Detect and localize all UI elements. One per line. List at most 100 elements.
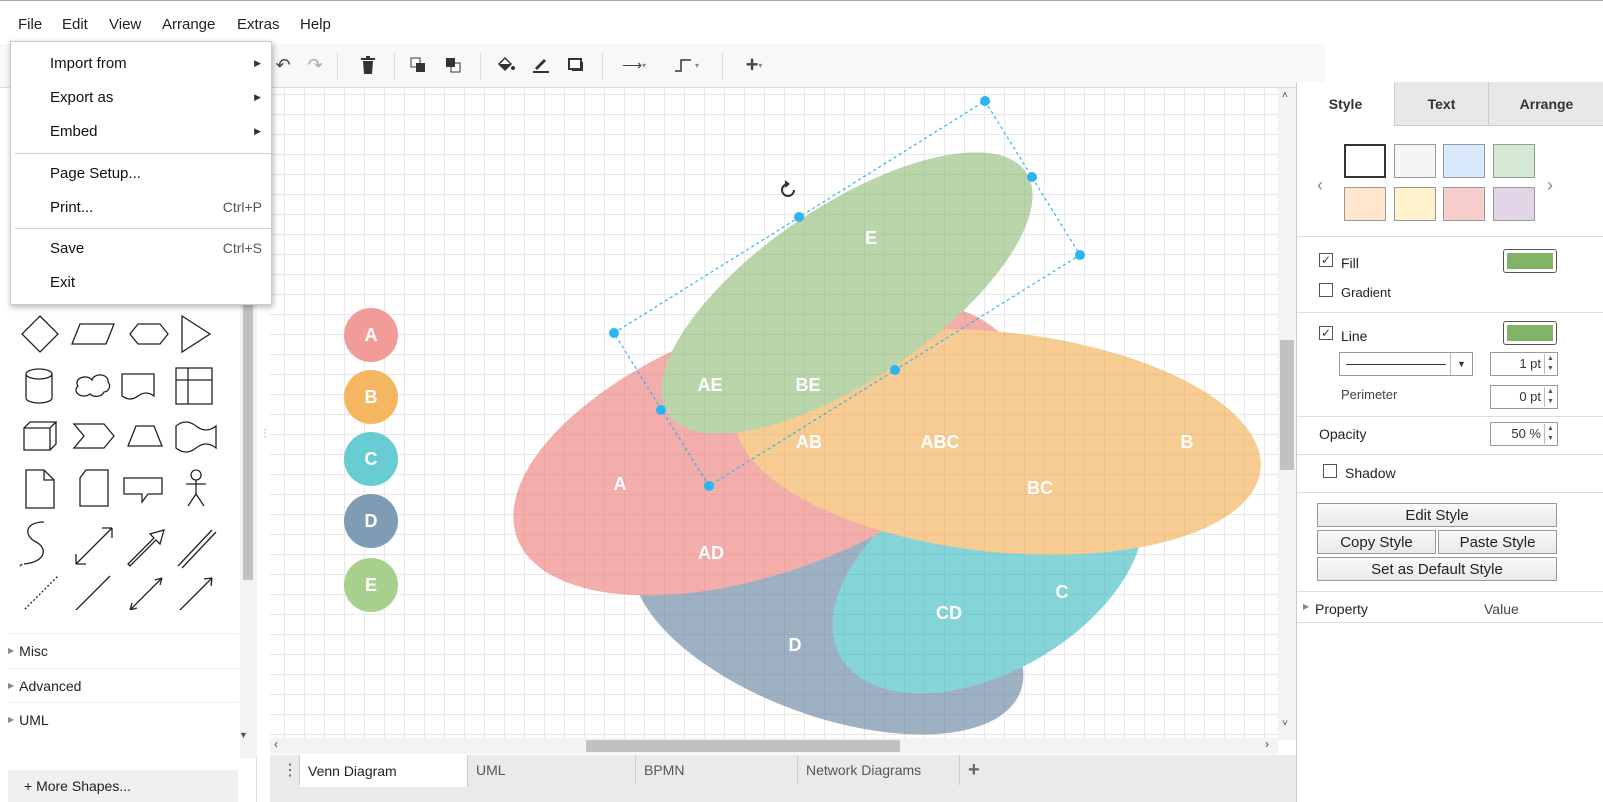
rotate-handle-icon (781, 180, 795, 197)
insert-plus-icon[interactable]: + ▾ (745, 52, 763, 77)
tab-bpmn[interactable]: BPMN (636, 755, 798, 785)
menu-save[interactable]: Save Ctrl+S (50, 239, 262, 257)
paste-style-button[interactable]: Paste Style (1438, 530, 1557, 554)
section-advanced[interactable]: ▶ Advanced (8, 668, 238, 702)
connection-arrow-icon[interactable]: ⟶ ▾ (621, 56, 647, 73)
set-default-style-button[interactable]: Set as Default Style (1317, 557, 1557, 581)
scroll-right-icon[interactable]: › (1265, 737, 1269, 751)
resize-handle (1027, 172, 1037, 182)
scroll-down-icon[interactable]: ▼ (239, 730, 248, 740)
label-ab: AB (796, 432, 822, 452)
label-a: A (614, 474, 627, 494)
swatch-prev-icon[interactable]: ‹ (1317, 175, 1323, 195)
menu-view[interactable]: View (109, 16, 142, 33)
line-color-button[interactable] (1503, 321, 1557, 345)
opacity-label: Opacity (1319, 426, 1367, 442)
menu-help[interactable]: Help (300, 16, 331, 33)
submenu-arrow-icon: ▶ (254, 57, 261, 68)
expand-property-icon[interactable]: ▶ (1303, 602, 1310, 611)
pages-menu-icon[interactable]: ⋮ (270, 755, 300, 785)
resize-handle (609, 328, 619, 338)
waypoints-icon[interactable]: ▾ (665, 50, 707, 80)
tab-arrange[interactable]: Arrange (1489, 82, 1603, 126)
fill-checkbox[interactable]: ✓ (1319, 253, 1333, 267)
line-style-select[interactable]: ▼ (1339, 352, 1473, 376)
legend-d[interactable]: D (344, 494, 398, 548)
section-uml[interactable]: ▶ UML (8, 702, 238, 736)
menu-arrange[interactable]: Arrange (162, 16, 216, 33)
swatch-gray[interactable] (1394, 144, 1436, 178)
menu-extras[interactable]: Extras (237, 16, 280, 33)
menu-export-as[interactable]: Export as ▶ (50, 88, 261, 106)
canvas-vertical-thumb[interactable] (1280, 340, 1294, 470)
diagram-canvas[interactable]: A B C D E (270, 88, 1280, 738)
undo-icon[interactable]: ↶ (275, 54, 291, 75)
menu-import-from[interactable]: Import from ▶ (50, 54, 261, 72)
left-scrollbar-thumb[interactable] (243, 230, 253, 580)
swatch-yellow[interactable] (1394, 187, 1436, 221)
tab-style[interactable]: Style (1297, 82, 1395, 126)
label-e: E (865, 228, 877, 248)
swatch-next-icon[interactable]: › (1547, 175, 1553, 195)
venn-diagram[interactable]: E AE BE AB ABC A B BC AD C CD D (270, 88, 1280, 738)
canvas-horizontal-thumb[interactable] (586, 740, 900, 752)
add-page-icon[interactable]: + (968, 758, 980, 781)
to-front-icon[interactable] (405, 50, 431, 80)
swatch-red[interactable] (1443, 187, 1485, 221)
opacity-input[interactable]: 50 % ▲ ▼ (1490, 422, 1558, 446)
swatch-orange[interactable] (1344, 187, 1386, 221)
label-cd: CD (936, 603, 962, 623)
menu-page-setup[interactable]: Page Setup... (50, 164, 141, 182)
section-misc[interactable]: ▶ Misc (8, 633, 238, 667)
gradient-label: Gradient (1341, 285, 1391, 300)
scroll-up-icon[interactable]: ˄ (1282, 90, 1288, 101)
menubar: File Edit View Arrange Extras Help (0, 0, 1603, 48)
label-bc: BC (1027, 478, 1053, 498)
menu-exit[interactable]: Exit (50, 273, 76, 291)
redo-icon[interactable]: ↷ (307, 54, 323, 75)
copy-style-button[interactable]: Copy Style (1317, 530, 1436, 554)
line-width-input[interactable]: 1 pt ▲ ▼ (1490, 352, 1558, 376)
legend-c[interactable]: C (344, 432, 398, 486)
resize-handle (890, 365, 900, 375)
menu-print[interactable]: Print... Ctrl+P (50, 198, 262, 216)
scroll-down-icon[interactable]: ˅ (1282, 718, 1288, 729)
perimeter-input[interactable]: 0 pt ▲ ▼ (1490, 385, 1558, 409)
panel-resize-handle[interactable]: ⋮ (260, 428, 270, 439)
gradient-checkbox[interactable] (1319, 283, 1333, 297)
line-checkbox[interactable]: ✓ (1319, 326, 1333, 340)
legend-e[interactable]: E (344, 558, 398, 612)
shadow-icon[interactable] (563, 50, 589, 80)
resize-handle (794, 212, 804, 222)
legend-b[interactable]: B (344, 370, 398, 424)
file-menu: Import from ▶ Export as ▶ Embed ▶ Page Setu… (10, 41, 272, 305)
shapes-grid[interactable] (14, 310, 234, 610)
swatch-white[interactable] (1344, 144, 1386, 178)
line-color-icon[interactable] (528, 50, 554, 80)
label-ae: AE (697, 375, 722, 395)
delete-icon[interactable] (355, 50, 381, 80)
resize-handle (656, 405, 666, 415)
scroll-left-icon[interactable]: ‹ (274, 737, 278, 751)
resize-handle (1075, 250, 1085, 260)
swatch-green[interactable] (1493, 144, 1535, 178)
swatch-blue[interactable] (1443, 144, 1485, 178)
to-back-icon[interactable] (440, 50, 466, 80)
label-ad: AD (698, 543, 724, 563)
property-header: Property (1315, 601, 1368, 617)
menu-embed[interactable]: Embed ▶ (50, 122, 261, 140)
more-shapes-button[interactable]: + More Shapes... (8, 770, 238, 802)
menu-file[interactable]: File (18, 16, 43, 33)
menu-edit[interactable]: Edit (62, 16, 88, 33)
fill-color-icon[interactable] (493, 50, 519, 80)
tab-venn-diagram[interactable]: Venn Diagram (300, 755, 468, 787)
edit-style-button[interactable]: Edit Style (1317, 503, 1557, 527)
tab-network-diagrams[interactable]: Network Diagrams (798, 755, 960, 785)
legend-a[interactable]: A (344, 308, 398, 362)
tab-text[interactable]: Text (1395, 82, 1489, 126)
tab-uml[interactable]: UML (468, 755, 636, 785)
fill-color-button[interactable] (1503, 249, 1557, 273)
selection-box[interactable] (609, 96, 1085, 491)
shadow-checkbox[interactable] (1323, 464, 1337, 478)
swatch-purple[interactable] (1493, 187, 1535, 221)
